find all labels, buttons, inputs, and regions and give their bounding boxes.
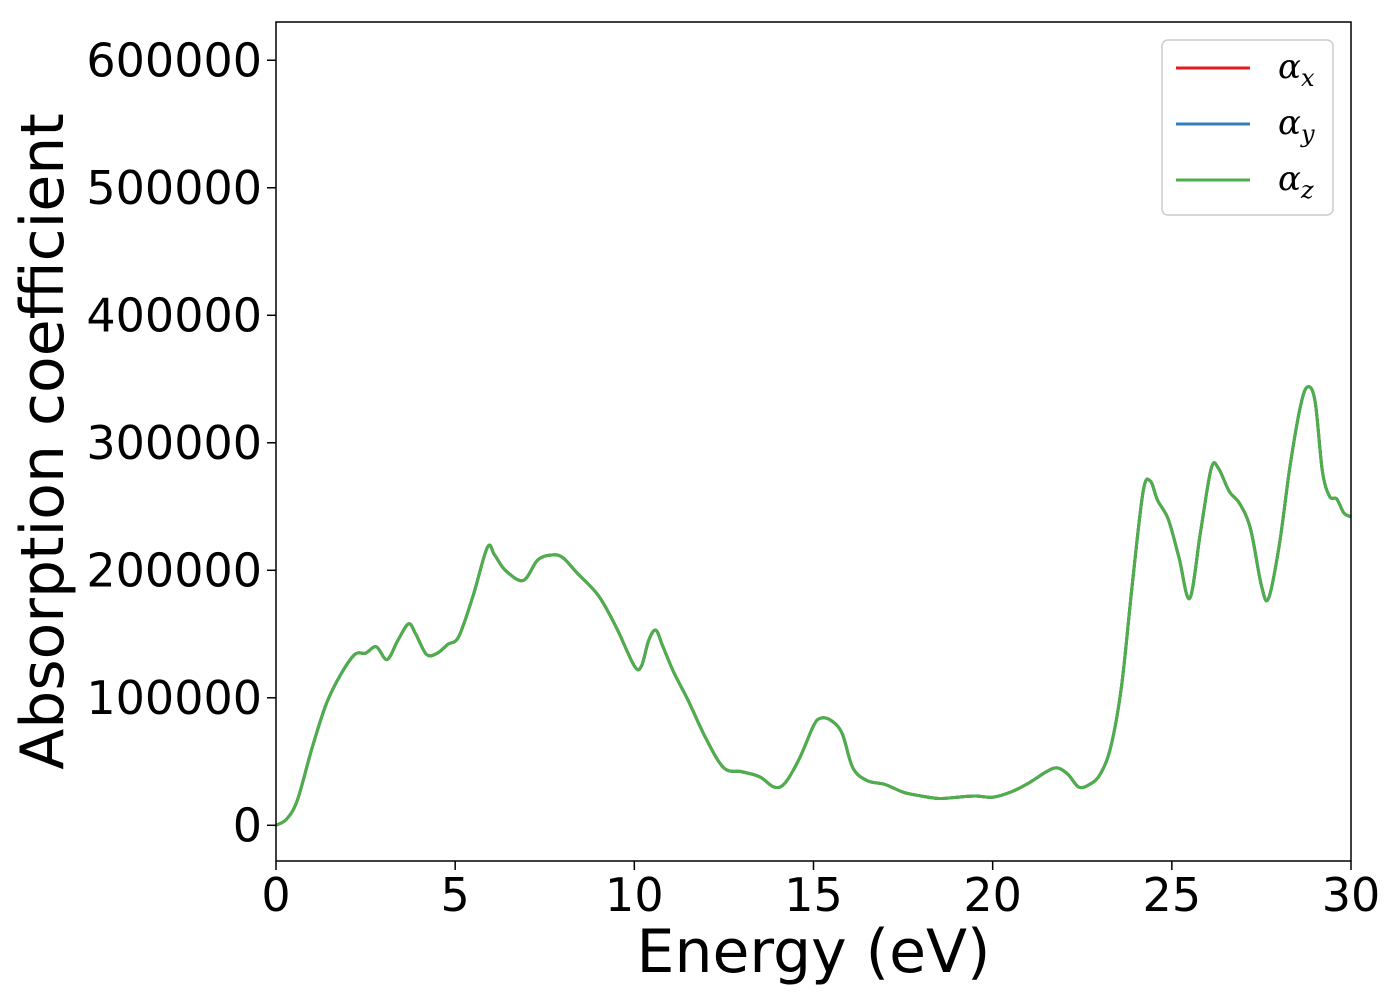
y-tick-label: 400000 <box>86 288 262 342</box>
legend: αx αy αz <box>1161 39 1334 216</box>
x-tick-label: 20 <box>963 868 1022 922</box>
series-layer <box>275 385 1352 827</box>
x-tick-label: 30 <box>1322 868 1381 922</box>
y-tick-label: 0 <box>233 798 262 852</box>
y-tick-label: 300000 <box>86 416 262 470</box>
x-tick-label: 15 <box>784 868 843 922</box>
y-axis-label: Absorption coefficient <box>8 113 78 770</box>
y-tick-label: 500000 <box>86 161 262 215</box>
x-axis-label: Energy (eV) <box>637 917 991 987</box>
x-axis-ticks: 0 5 10 15 20 25 30 <box>261 861 1380 922</box>
legend-entry-alpha-y: αy <box>1176 103 1315 148</box>
x-tick-label: 0 <box>261 868 290 922</box>
x-tick-label: 25 <box>1143 868 1202 922</box>
series-line-alpha-z <box>275 385 1352 827</box>
y-axis-ticks: 0 100000 200000 300000 400000 500000 600000 <box>86 33 276 852</box>
x-tick-label: 10 <box>605 868 664 922</box>
legend-label: αx <box>1278 47 1315 92</box>
x-tick-label: 5 <box>441 868 470 922</box>
legend-label: αz <box>1278 159 1314 204</box>
legend-label: αy <box>1278 103 1315 148</box>
legend-entry-alpha-x: αx <box>1176 47 1315 92</box>
legend-box <box>1161 39 1334 216</box>
y-tick-label: 200000 <box>86 543 262 597</box>
legend-entry-alpha-z: αz <box>1176 159 1314 204</box>
y-tick-label: 600000 <box>86 33 262 87</box>
y-tick-label: 100000 <box>86 671 262 725</box>
